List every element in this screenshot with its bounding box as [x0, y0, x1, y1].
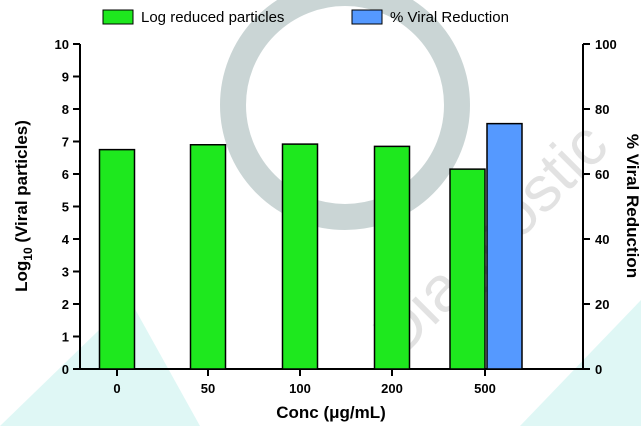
left-y-tick-label: 4: [62, 232, 70, 247]
right-y-tick-label: 80: [595, 102, 609, 117]
x-tick-label: 200: [381, 381, 403, 396]
legend-swatch-viral-reduction: [351, 9, 383, 25]
x-ticks: 0 50 100 200 500: [113, 369, 496, 396]
bar-log-reduced-0: [98, 148, 136, 370]
right-y-tick-label: 0: [595, 362, 602, 377]
right-y-tick-label: 20: [595, 297, 609, 312]
right-y-tick-label: 40: [595, 232, 609, 247]
left-y-tick-label: 6: [62, 167, 69, 182]
legend-label-log-reduced: Log reduced particles: [141, 9, 284, 26]
left-y-tick-label: 9: [62, 70, 69, 85]
bar-viral-reduction-500: [486, 122, 523, 370]
right-y-ticks: 0 20 40 60 80 100: [583, 37, 617, 377]
right-y-tick-label: 100: [595, 37, 617, 52]
right-y-axis-title: % Viral Reduction: [623, 134, 641, 278]
left-y-tick-label: 10: [55, 37, 69, 52]
legend-swatch-log-reduced: [102, 9, 134, 25]
left-y-tick-label: 3: [62, 265, 69, 280]
bar-log-reduced-200: [373, 145, 411, 370]
legend-label-viral-reduction: % Viral Reduction: [390, 9, 509, 26]
right-y-tick-label: 60: [595, 167, 609, 182]
x-tick-label: 0: [113, 381, 120, 396]
left-y-tick-label: 2: [62, 297, 69, 312]
x-tick-label: 100: [289, 381, 311, 396]
left-y-axis-title: Log10 (Viral particles): [12, 120, 35, 292]
bar-log-reduced-500: [449, 168, 486, 370]
bars: [98, 122, 523, 370]
left-y-ticks: 0 1 2 3 4 5 6 7 8 9 10: [55, 37, 80, 377]
legend: Log reduced particles % Viral Reduction: [102, 9, 509, 26]
left-y-tick-label: 1: [62, 330, 69, 345]
left-y-tick-label: 8: [62, 102, 69, 117]
left-y-tick-label: 7: [62, 135, 69, 150]
left-y-tick-label: 0: [62, 362, 69, 377]
x-axis-title: Conc (μg/mL): [276, 403, 386, 422]
x-tick-label: 500: [474, 381, 496, 396]
left-y-tick-label: 5: [62, 200, 69, 215]
bar-log-reduced-50: [189, 144, 227, 370]
bar-log-reduced-100: [281, 143, 319, 370]
x-tick-label: 50: [201, 381, 215, 396]
